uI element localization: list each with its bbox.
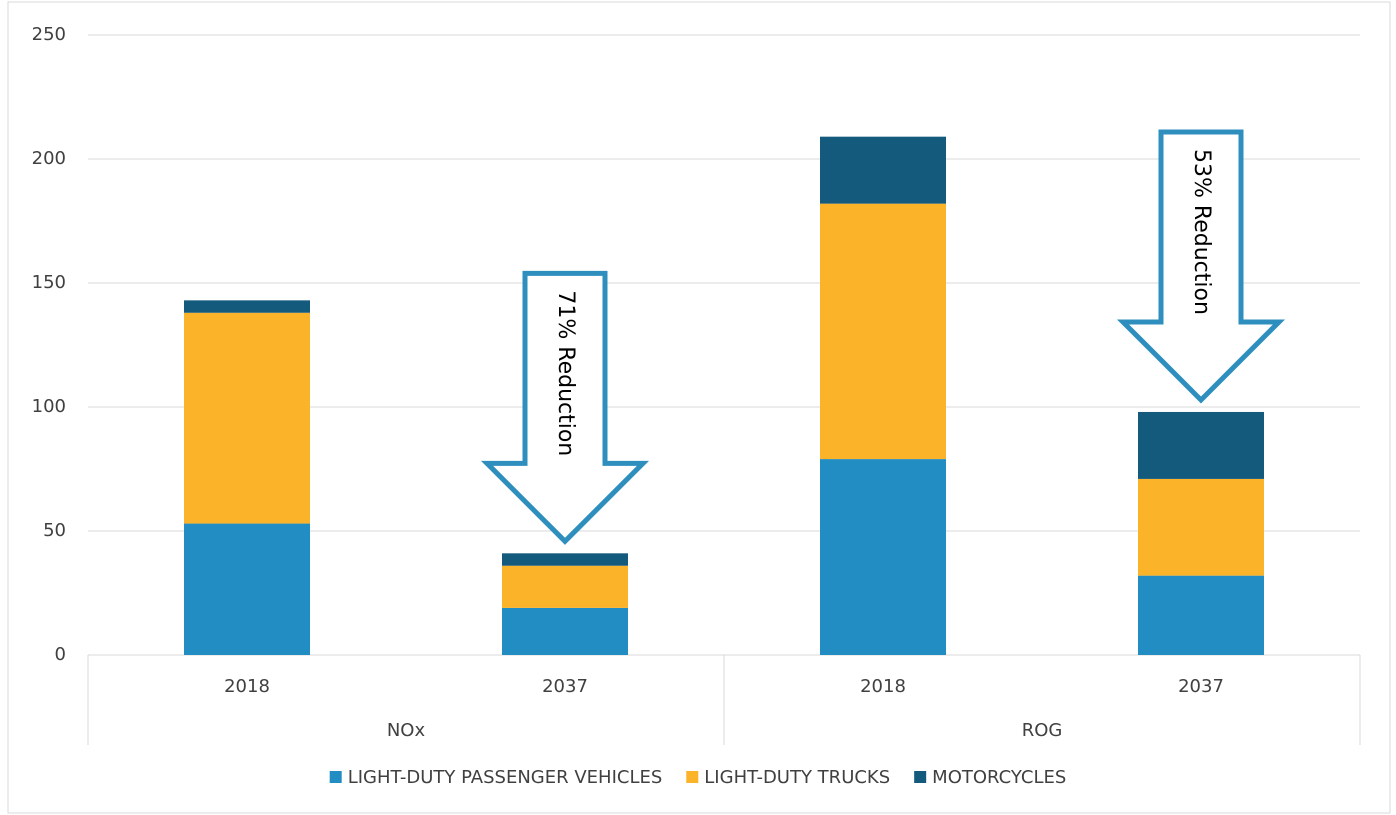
x-tick-label: 2018 <box>224 676 270 697</box>
bar-segment <box>184 523 310 655</box>
group-label: NOx <box>387 720 426 741</box>
annotation: 71% Reduction <box>553 290 578 456</box>
y-tick-label: 200 <box>32 148 66 169</box>
annotation: 53% Reduction <box>1189 149 1214 315</box>
legend-label: MOTORCYCLES <box>932 767 1066 788</box>
bar-segment <box>184 300 310 313</box>
bar-segment <box>820 136 946 204</box>
y-tick-label: 250 <box>32 24 66 45</box>
y-tick-label: 150 <box>32 272 66 293</box>
bar-segment <box>502 565 628 608</box>
bar-segment <box>184 312 310 524</box>
reduction-arrow <box>480 270 650 545</box>
bar-segment <box>502 607 628 655</box>
bar-segment <box>820 459 946 655</box>
x-tick-label: 2018 <box>860 676 906 697</box>
legend-swatch <box>686 771 699 783</box>
legend: LIGHT-DUTY PASSENGER VEHICLES LIGHT-DUTY … <box>329 767 1066 788</box>
y-tick-label: 0 <box>55 644 66 665</box>
x-tick-label: 2037 <box>542 676 588 697</box>
legend-swatch <box>914 771 927 783</box>
group-label: ROG <box>1022 720 1063 741</box>
legend-label: LIGHT-DUTY PASSENGER VEHICLES <box>348 767 663 788</box>
y-tick-label: 100 <box>32 396 66 417</box>
bar-segment <box>1138 575 1264 655</box>
reduction-arrow <box>1116 129 1286 404</box>
y-tick-label: 50 <box>43 520 66 541</box>
legend-label: LIGHT-DUTY TRUCKS <box>704 767 890 788</box>
bar-segment <box>1138 411 1264 479</box>
x-tick-label: 2037 <box>1178 676 1224 697</box>
legend-swatch <box>329 771 342 783</box>
bar-segment <box>820 203 946 460</box>
bar-segment <box>1138 478 1264 576</box>
bar-segment <box>502 553 628 566</box>
